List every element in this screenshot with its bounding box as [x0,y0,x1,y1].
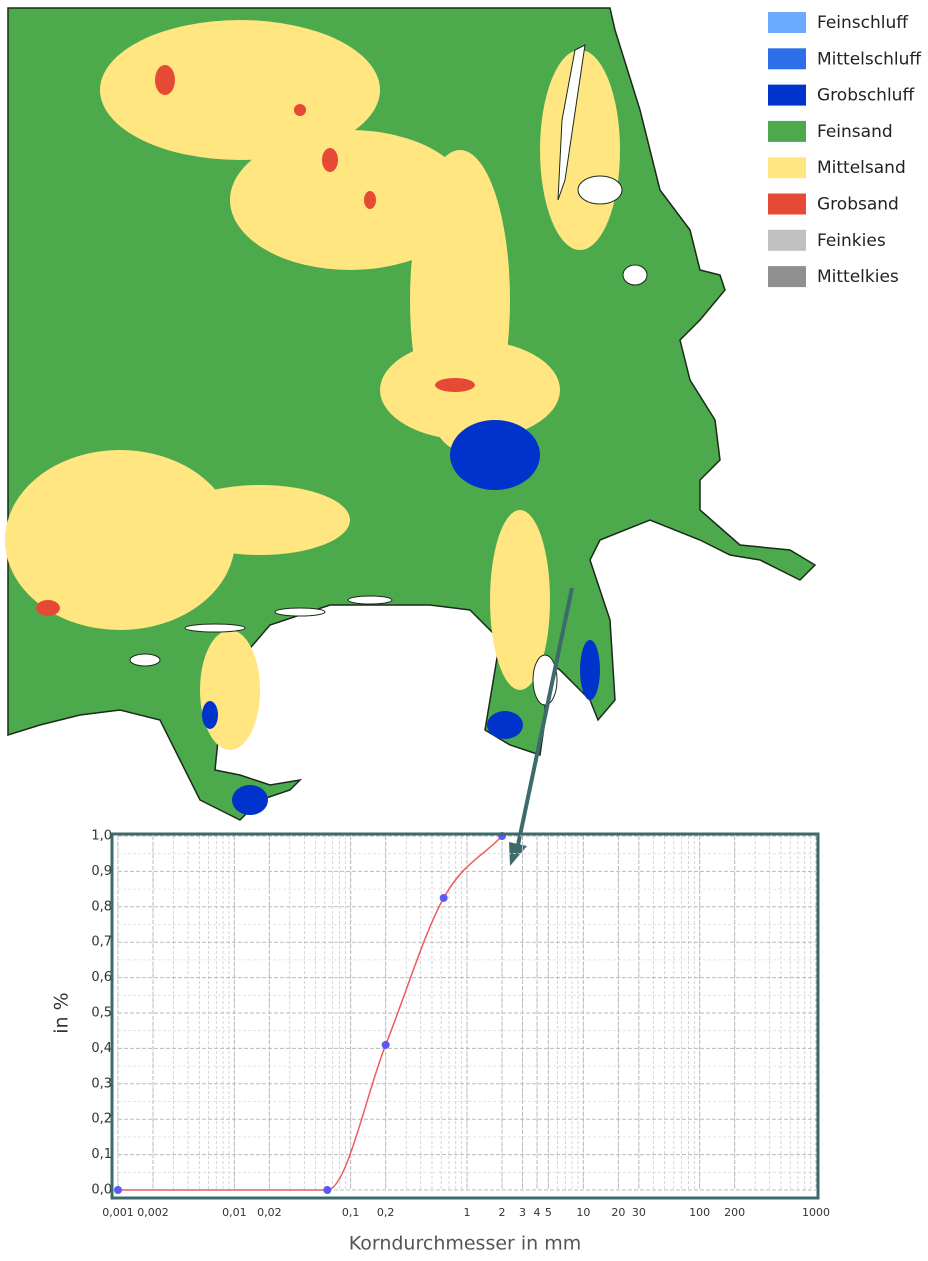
silt [202,420,600,815]
legend-swatch [768,84,806,106]
x-tick-label: 0,001 [102,1206,134,1219]
x-tick-label: 0,1 [342,1206,360,1219]
legend-label: Feinkies [817,231,886,251]
coarse-sand [36,65,475,616]
legend-swatch [768,12,806,33]
data-point [114,1186,122,1194]
data-point [323,1186,332,1194]
legend-label: Mittelschluff [817,49,922,69]
x-tick-label: 100 [689,1206,710,1219]
chart: Korndurchmesser in mm in % 0,0 0,1 0,2 0,3 0… [51,829,831,1255]
x-tick-label: 1000 [802,1206,830,1219]
x-tick-label: 3 [519,1206,526,1219]
y-tick-label: 0,3 [91,1076,112,1091]
y-tick-label: 0,4 [91,1041,112,1056]
y-tick-label: 0,0 [91,1183,112,1198]
data-point [439,893,448,902]
legend-swatch [768,229,806,251]
y-tick-label: 0,8 [91,899,112,914]
arrow-shaft [516,587,574,846]
x-tick-label: 0,01 [222,1206,247,1219]
x-axis-title: Korndurchmesser in mm [349,1233,582,1255]
curve [118,835,503,1191]
x-tick-label: 30 [632,1206,646,1219]
plot-frame [110,832,820,1200]
legend-label: Feinschluff [817,13,909,33]
islands [129,44,648,706]
x-tick-label: 2 [499,1206,506,1219]
legend-swatch [768,266,806,288]
legend-label: Feinsand [817,122,893,142]
x-tick-label: 0,002 [137,1206,169,1219]
y-tick-label: 0,1 [91,1147,112,1162]
legend-label: Mittelkies [817,267,899,287]
y-tick-label: 0,6 [91,970,112,985]
y-axis-title: in % [51,992,73,1033]
x-tick-label: 5 [545,1206,552,1219]
y-tick-label: 0,9 [91,864,112,879]
legend-swatch [768,157,806,179]
legend-label: Grobschluff [817,86,915,106]
y-tick-label: 1,0 [91,829,112,844]
legend-swatch [768,193,806,215]
legend-swatch [768,48,806,70]
y-tick-label: 0,5 [91,1006,112,1021]
x-tick-label: 200 [724,1206,745,1219]
x-tick-label: 0,02 [257,1206,282,1219]
legend-label: Mittelsand [817,158,906,178]
x-tick-label: 0,2 [377,1206,395,1219]
legend: Feinschluff Mittelschluff Grobschluff Feins… [768,12,922,288]
y-tick-label: 0,2 [91,1112,112,1127]
legend-label: Grobsand [817,195,899,215]
sand-areas [5,20,620,750]
x-tick-label: 4 [534,1206,541,1219]
legend-swatch [768,120,806,142]
x-tick-label: 10 [576,1206,590,1219]
data-point [381,1040,390,1049]
map [5,7,817,866]
x-tick-label: 1 [464,1206,471,1219]
y-tick-label: 0,7 [91,935,112,950]
x-tick-label: 20 [611,1206,625,1219]
